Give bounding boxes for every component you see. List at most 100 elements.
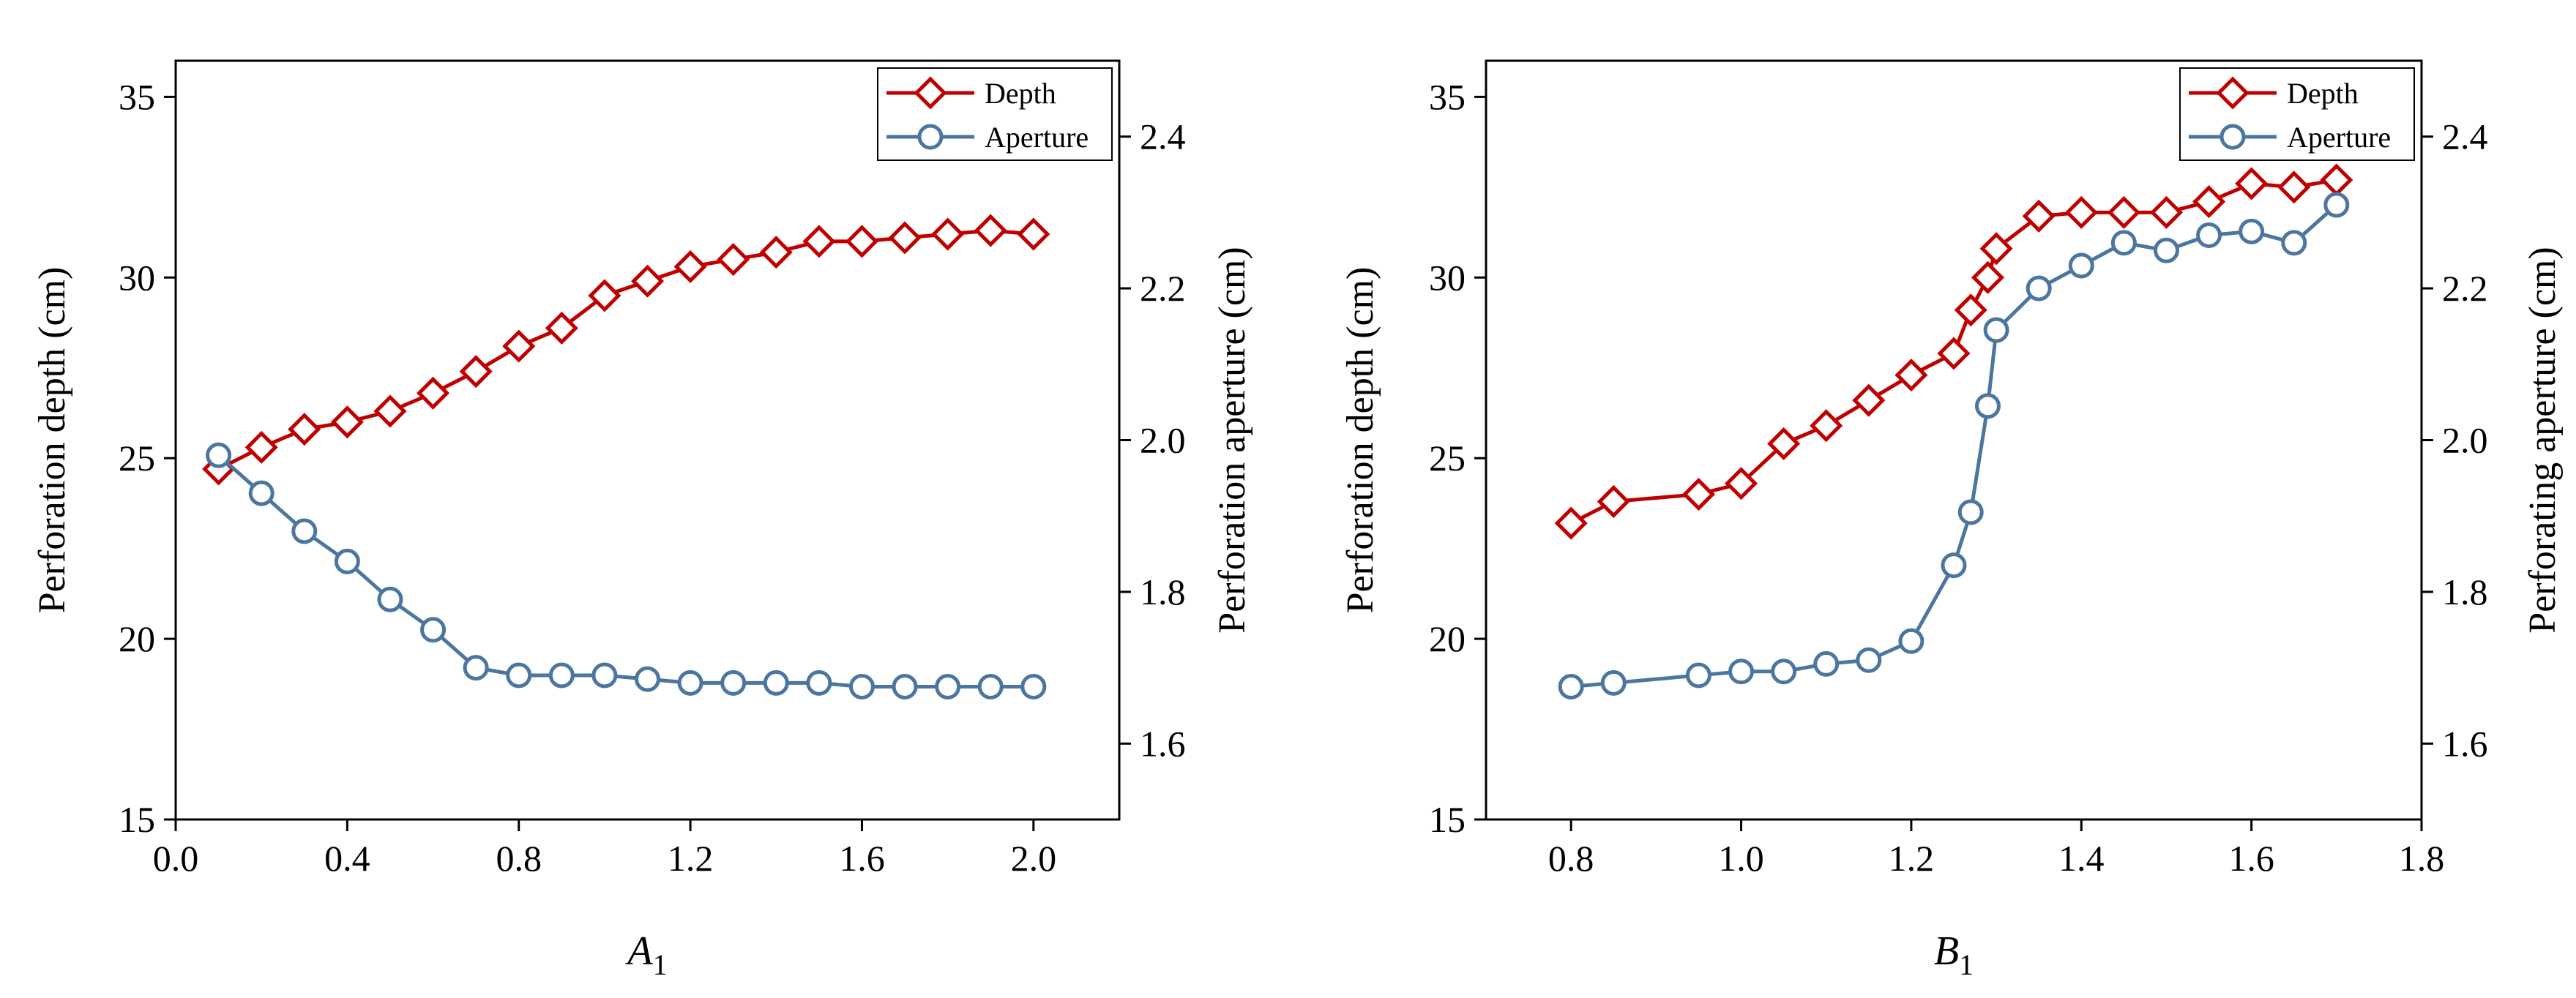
aperture-point: [2026, 275, 2052, 301]
aperture-point: [2323, 192, 2350, 218]
y-tick-label: 25: [1429, 438, 1466, 479]
depth-point: [330, 405, 364, 439]
x-axis-title: A1: [624, 928, 667, 981]
aperture-point: [935, 674, 961, 700]
aperture-point: [1558, 674, 1584, 700]
legend-box: [2179, 67, 2415, 161]
aperture-point: [2153, 237, 2179, 263]
plot-frame: [1485, 59, 2423, 821]
x-tick-label: 0.8: [496, 838, 542, 879]
y2-tick-label: 2.0: [2442, 420, 2488, 461]
aperture-point: [2068, 252, 2094, 279]
x-tick-label: 1.6: [839, 838, 885, 879]
y-tick-label: 20: [1429, 618, 1466, 659]
depth-point: [2235, 167, 2269, 200]
aperture-point: [420, 617, 447, 643]
depth-point: [759, 236, 793, 269]
y2-tick-label: 1.6: [1140, 723, 1186, 764]
aperture-point: [1600, 669, 1627, 696]
depth-point: [502, 329, 536, 363]
y-tick-label: 35: [119, 76, 155, 117]
aperture-point: [677, 669, 703, 696]
aperture-point: [291, 518, 318, 544]
x-axis-title: B1: [1934, 928, 1974, 981]
y-tick-label: 15: [119, 799, 155, 840]
legend-label: Aperture: [985, 121, 1089, 154]
series-line-aperture: [1570, 203, 2338, 689]
x-tick-label: 1.2: [668, 838, 714, 879]
aperture-point: [1856, 647, 1882, 673]
aperture-point: [1728, 659, 1755, 685]
depth-point: [1894, 359, 1928, 392]
y-axis-title: Perforation depth (cm): [31, 267, 73, 614]
depth-point: [588, 279, 621, 312]
aperture-point: [1685, 662, 1711, 689]
y2-tick-label: 1.8: [2442, 571, 2488, 612]
depth-point: [931, 217, 965, 251]
aperture-point: [377, 586, 403, 612]
x-tick-label: 0.8: [1548, 838, 1594, 879]
y-axis-title: Perforation depth (cm): [1340, 267, 1381, 614]
x-tick-label: 1.0: [1718, 838, 1764, 879]
x-tick-label: 2.0: [1011, 838, 1057, 879]
y2-tick-label: 2.4: [1140, 116, 1186, 157]
depth-point: [974, 214, 1007, 247]
depth-point: [1979, 232, 2013, 266]
aperture-point: [848, 674, 875, 700]
y2-tick-label: 2.4: [2442, 116, 2488, 157]
x-tick-label: 1.4: [2058, 838, 2105, 879]
aperture-point: [977, 674, 1004, 700]
x-tick-label: 1.6: [2228, 838, 2274, 879]
x-tick-label: 1.8: [2399, 838, 2445, 879]
aperture-point: [248, 480, 275, 506]
depth-point: [1954, 293, 1987, 327]
aperture-point: [1813, 650, 1840, 677]
aperture-point: [1957, 499, 1984, 525]
depth-point: [244, 430, 278, 464]
aperture-point: [548, 662, 575, 689]
depth-point: [673, 250, 707, 284]
depth-point: [1554, 506, 1588, 540]
aperture-point: [206, 442, 232, 468]
aperture-point: [1941, 552, 1967, 579]
aperture-point: [1020, 674, 1047, 700]
legend-circle-icon: [917, 124, 944, 150]
depth-point: [417, 376, 450, 410]
depth-point: [1725, 467, 1758, 500]
depth-point: [2320, 163, 2353, 197]
aperture-point: [892, 674, 918, 700]
y2-tick-label: 2.0: [1140, 420, 1186, 461]
x-tick-label: 0.4: [324, 838, 370, 879]
aperture-point: [763, 669, 789, 696]
depth-point: [717, 243, 750, 277]
plot-frame: [174, 59, 1121, 821]
depth-point: [1017, 217, 1050, 251]
aperture-point: [334, 548, 360, 574]
x-tick-label: 0.0: [153, 838, 199, 879]
aperture-point: [2196, 222, 2222, 249]
depth-point: [630, 264, 665, 298]
aperture-point: [1898, 628, 1924, 654]
x-tick-label: 1.2: [1889, 838, 1935, 879]
legend-box: [877, 67, 1113, 161]
depth-point: [1971, 260, 2005, 294]
aperture-point: [506, 662, 532, 689]
y-tick-label: 35: [1429, 76, 1466, 117]
y-tick-label: 20: [119, 618, 155, 659]
aperture-point: [591, 662, 618, 689]
depth-point: [2149, 195, 2183, 229]
aperture-point: [720, 669, 747, 696]
depth-point: [288, 413, 321, 446]
depth-point: [373, 394, 407, 428]
aperture-point: [1974, 393, 2001, 419]
depth-point: [888, 221, 922, 255]
y2-tick-label: 2.2: [1140, 268, 1186, 309]
y2-axis-title: Perforating aperture (cm): [2522, 247, 2564, 633]
aperture-point: [2239, 218, 2265, 244]
depth-point: [1810, 409, 1843, 443]
aperture-point: [2281, 230, 2307, 256]
depth-point: [545, 311, 578, 345]
series-line-depth: [217, 228, 1034, 471]
y-tick-label: 30: [119, 257, 155, 298]
